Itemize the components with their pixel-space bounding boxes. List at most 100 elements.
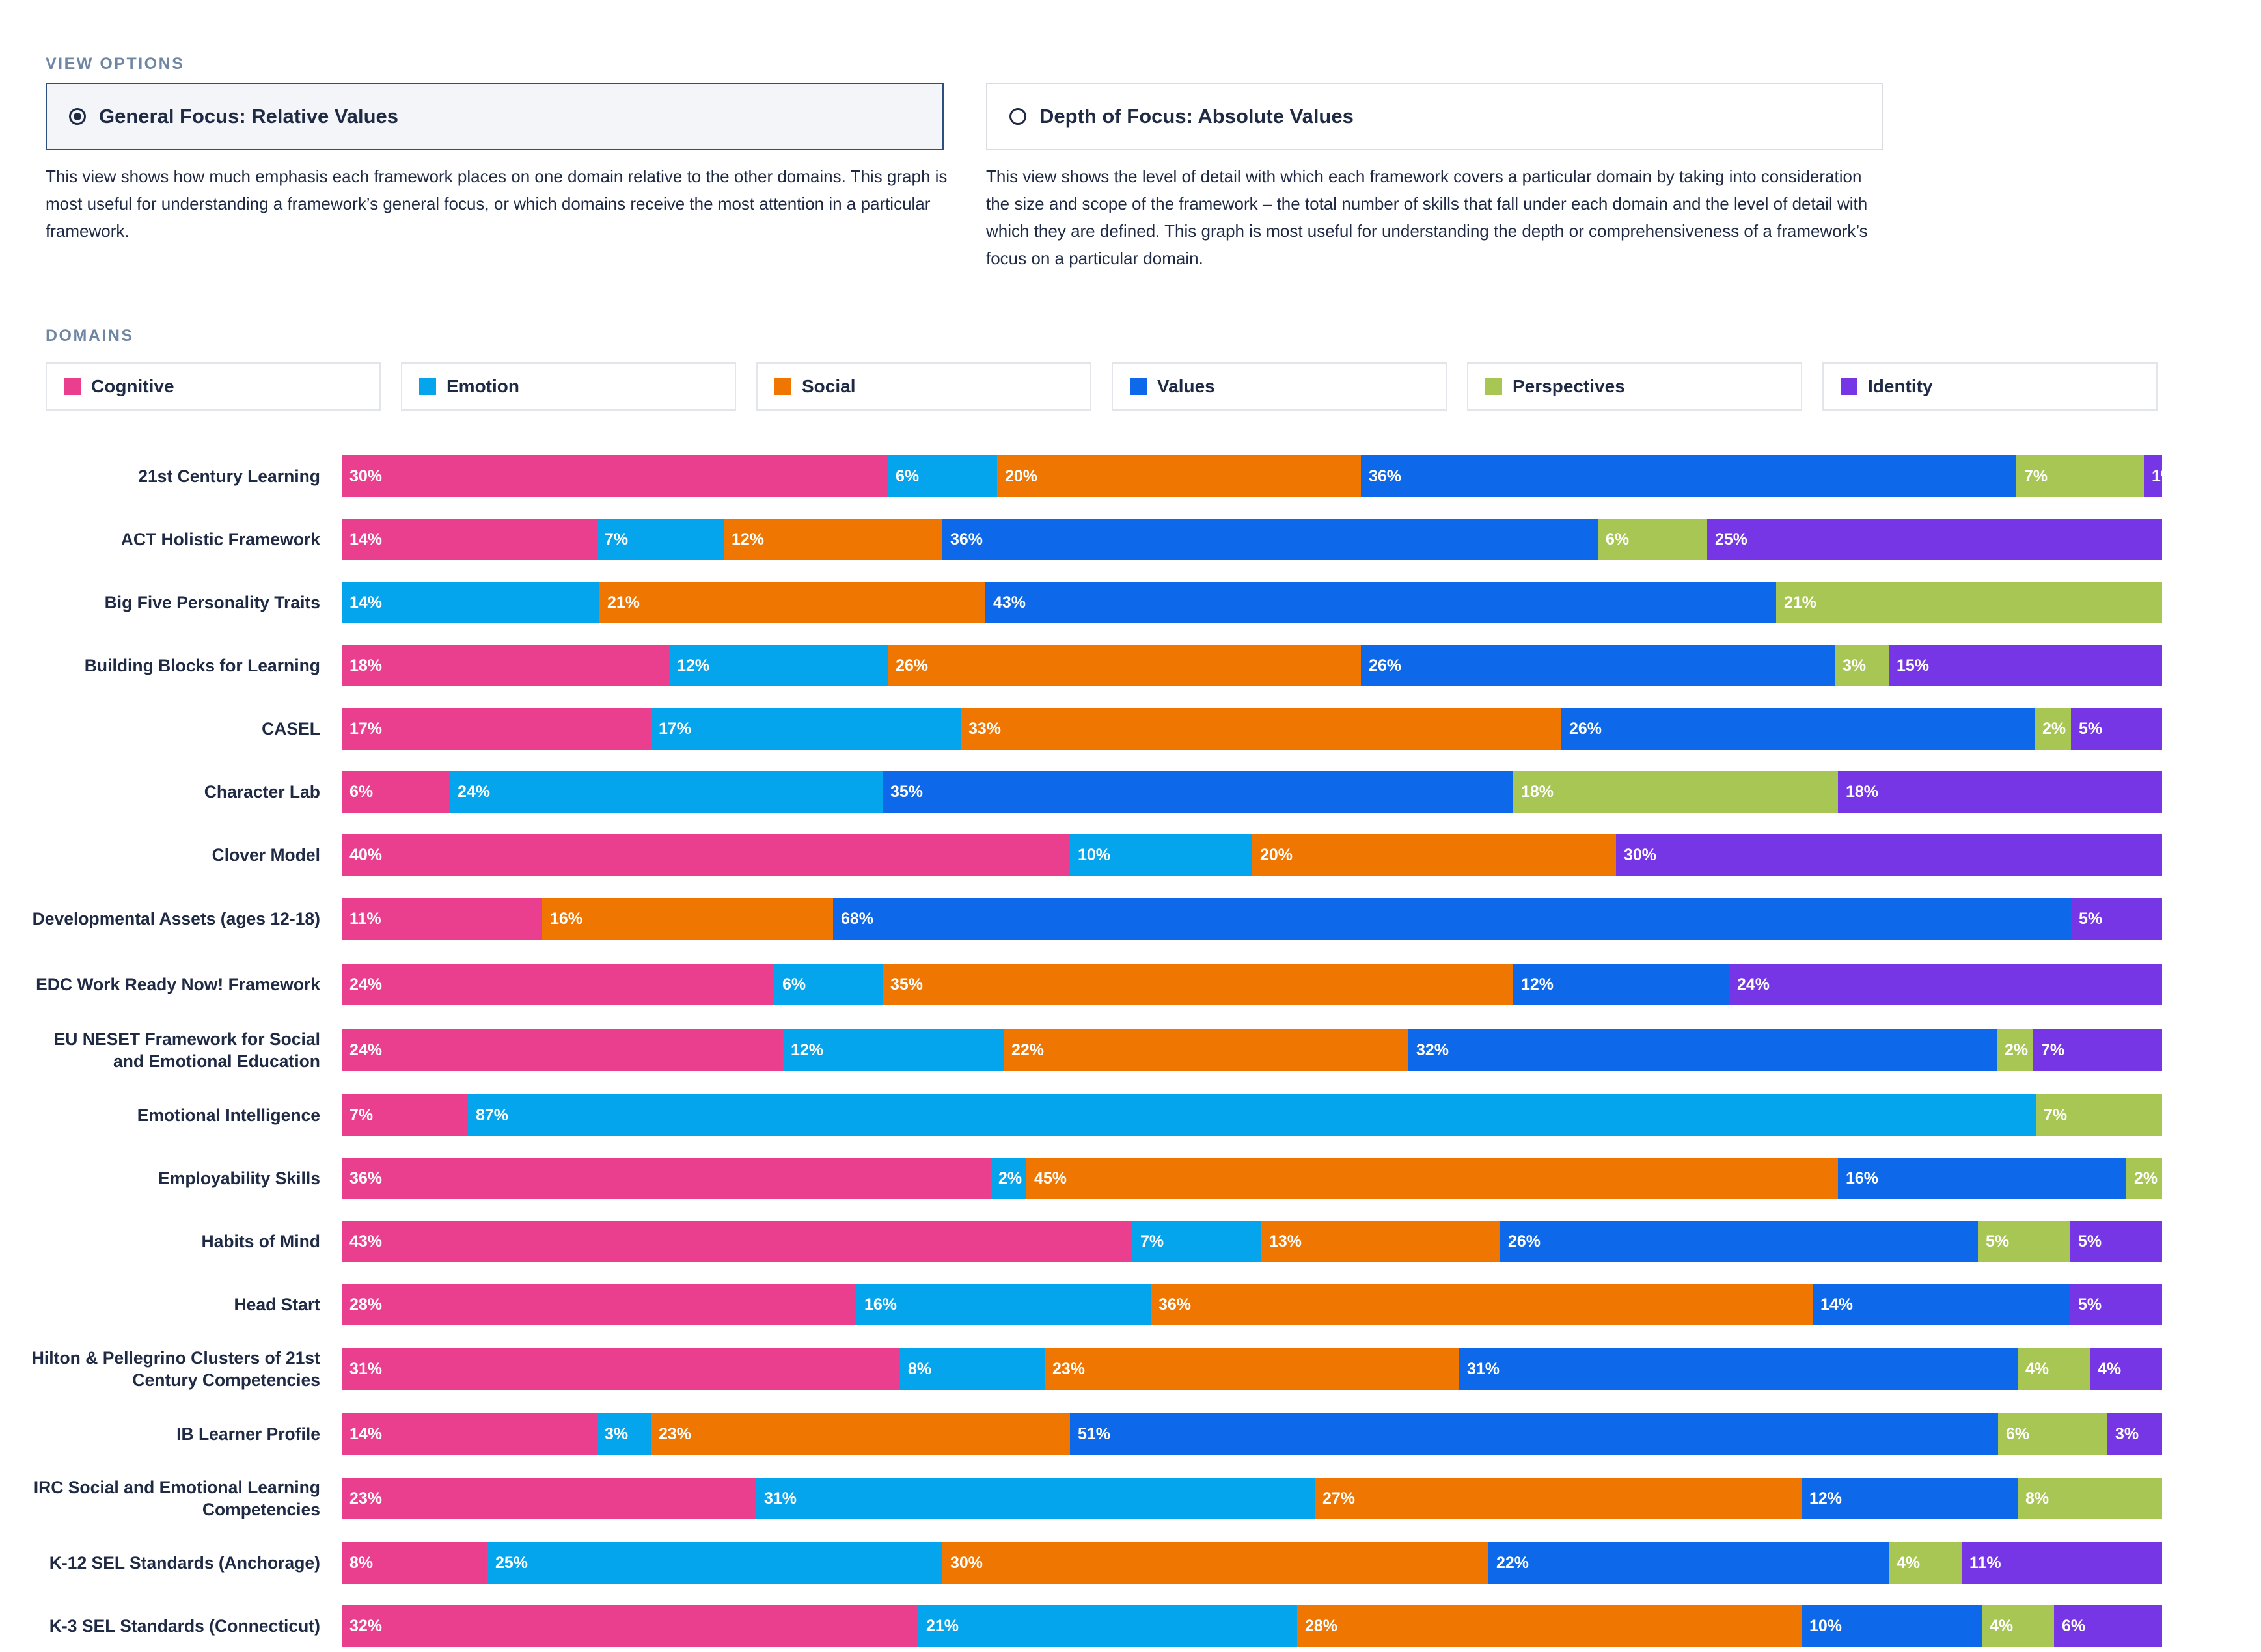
bar-segment-emotion[interactable]: 8% (900, 1348, 1045, 1390)
bar-segment-emotion[interactable]: 6% (888, 455, 997, 497)
bar-segment-emotion[interactable]: 25% (487, 1542, 942, 1584)
bar-segment-values[interactable]: 22% (1488, 1542, 1889, 1584)
bar-segment-cognitive[interactable]: 14% (342, 519, 597, 560)
bar-segment-cognitive[interactable]: 32% (342, 1605, 918, 1647)
bar-segment-values[interactable]: 14% (1813, 1284, 2070, 1325)
bar-segment-identity[interactable]: 18% (1838, 771, 2162, 813)
bar-segment-cognitive[interactable]: 28% (342, 1284, 856, 1325)
bar-segment-values[interactable]: 36% (942, 519, 1598, 560)
bar-segment-cognitive[interactable]: 18% (342, 645, 669, 686)
bar-segment-values[interactable]: 26% (1500, 1221, 1978, 1262)
bar-segment-social[interactable]: 12% (724, 519, 942, 560)
bar-segment-social[interactable]: 20% (1252, 834, 1616, 876)
bar-segment-identity[interactable]: 5% (2070, 1221, 2162, 1262)
bar-segment-cognitive[interactable]: 6% (342, 771, 450, 813)
bar-segment-cognitive[interactable]: 17% (342, 708, 651, 750)
bar-segment-perspectives[interactable]: 21% (1776, 582, 2162, 623)
bar-segment-values[interactable]: 26% (1561, 708, 2035, 750)
bar-segment-cognitive[interactable]: 7% (342, 1094, 468, 1136)
bar-segment-cognitive[interactable]: 24% (342, 1029, 783, 1071)
bar-segment-social[interactable]: 22% (1004, 1029, 1408, 1071)
legend-social[interactable]: Social (756, 362, 1091, 411)
legend-identity[interactable]: Identity (1822, 362, 2158, 411)
bar-segment-social[interactable]: 23% (651, 1413, 1070, 1455)
bar-segment-emotion[interactable]: 31% (756, 1478, 1315, 1519)
bar-segment-emotion[interactable]: 12% (669, 645, 888, 686)
bar-segment-social[interactable]: 26% (888, 645, 1361, 686)
bar-segment-identity[interactable]: 30% (1616, 834, 2162, 876)
bar-segment-cognitive[interactable]: 40% (342, 834, 1070, 876)
bar-segment-emotion[interactable]: 7% (1132, 1221, 1261, 1262)
legend-cognitive[interactable]: Cognitive (46, 362, 381, 411)
bar-segment-values[interactable]: 32% (1408, 1029, 1997, 1071)
bar-segment-values[interactable]: 68% (833, 898, 2071, 940)
legend-perspectives[interactable]: Perspectives (1467, 362, 1802, 411)
bar-segment-perspectives[interactable]: 5% (1978, 1221, 2070, 1262)
bar-segment-values[interactable]: 51% (1070, 1413, 1998, 1455)
bar-segment-perspectives[interactable]: 7% (2036, 1094, 2162, 1136)
bar-segment-cognitive[interactable]: 36% (342, 1158, 991, 1199)
bar-segment-perspectives[interactable]: 2% (2035, 708, 2071, 750)
bar-segment-emotion[interactable]: 6% (774, 964, 883, 1005)
general-focus-radio[interactable] (69, 108, 86, 125)
bar-segment-identity[interactable]: 24% (1729, 964, 2162, 1005)
bar-segment-values[interactable]: 12% (1802, 1478, 2018, 1519)
bar-segment-emotion[interactable]: 16% (856, 1284, 1151, 1325)
bar-segment-emotion[interactable]: 2% (991, 1158, 1026, 1199)
bar-segment-emotion[interactable]: 7% (597, 519, 724, 560)
bar-segment-cognitive[interactable]: 24% (342, 964, 774, 1005)
bar-segment-values[interactable]: 31% (1459, 1348, 2018, 1390)
bar-segment-emotion[interactable]: 17% (651, 708, 961, 750)
bar-segment-cognitive[interactable]: 14% (342, 1413, 597, 1455)
bar-segment-social[interactable]: 21% (599, 582, 985, 623)
bar-segment-social[interactable]: 20% (997, 455, 1361, 497)
bar-segment-identity[interactable]: 1% (2144, 455, 2162, 497)
bar-segment-perspectives[interactable]: 6% (1598, 519, 1707, 560)
depth-focus-option[interactable]: Depth of Focus: Absolute Values (986, 83, 1883, 150)
bar-segment-values[interactable]: 10% (1802, 1605, 1982, 1647)
bar-segment-values[interactable]: 35% (883, 771, 1513, 813)
bar-segment-values[interactable]: 43% (985, 582, 1776, 623)
bar-segment-identity[interactable]: 5% (2071, 898, 2162, 940)
bar-segment-social[interactable]: 33% (961, 708, 1561, 750)
bar-segment-social[interactable]: 30% (942, 1542, 1488, 1584)
bar-segment-cognitive[interactable]: 23% (342, 1478, 756, 1519)
bar-segment-values[interactable]: 36% (1361, 455, 2016, 497)
bar-segment-social[interactable]: 28% (1297, 1605, 1802, 1647)
bar-segment-emotion[interactable]: 21% (918, 1605, 1297, 1647)
bar-segment-emotion[interactable]: 87% (468, 1094, 2036, 1136)
bar-segment-perspectives[interactable]: 4% (2018, 1348, 2090, 1390)
bar-segment-identity[interactable]: 11% (1962, 1542, 2162, 1584)
bar-segment-cognitive[interactable]: 30% (342, 455, 888, 497)
bar-segment-social[interactable]: 23% (1045, 1348, 1459, 1390)
bar-segment-perspectives[interactable]: 4% (1982, 1605, 2054, 1647)
bar-segment-social[interactable]: 36% (1151, 1284, 1813, 1325)
bar-segment-emotion[interactable]: 10% (1070, 834, 1252, 876)
bar-segment-social[interactable]: 45% (1026, 1158, 1838, 1199)
bar-segment-perspectives[interactable]: 8% (2018, 1478, 2162, 1519)
bar-segment-perspectives[interactable]: 6% (1998, 1413, 2107, 1455)
general-focus-option[interactable]: General Focus: Relative Values (46, 83, 944, 150)
legend-emotion[interactable]: Emotion (401, 362, 736, 411)
bar-segment-perspectives[interactable]: 4% (1889, 1542, 1962, 1584)
bar-segment-emotion[interactable]: 3% (597, 1413, 651, 1455)
bar-segment-values[interactable]: 16% (1838, 1158, 2126, 1199)
bar-segment-social[interactable]: 13% (1261, 1221, 1500, 1262)
bar-segment-identity[interactable]: 7% (2033, 1029, 2162, 1071)
bar-segment-perspectives[interactable]: 2% (2126, 1158, 2162, 1199)
bar-segment-identity[interactable]: 6% (2054, 1605, 2162, 1647)
bar-segment-perspectives[interactable]: 3% (1835, 645, 1889, 686)
bar-segment-emotion[interactable]: 12% (783, 1029, 1004, 1071)
bar-segment-cognitive[interactable]: 31% (342, 1348, 900, 1390)
bar-segment-identity[interactable]: 15% (1889, 645, 2162, 686)
bar-segment-emotion[interactable]: 24% (450, 771, 883, 813)
bar-segment-identity[interactable]: 5% (2070, 1284, 2162, 1325)
bar-segment-perspectives[interactable]: 7% (2016, 455, 2144, 497)
bar-segment-cognitive[interactable]: 8% (342, 1542, 487, 1584)
bar-segment-identity[interactable]: 25% (1707, 519, 2162, 560)
bar-segment-identity[interactable]: 4% (2090, 1348, 2162, 1390)
bar-segment-identity[interactable]: 3% (2107, 1413, 2162, 1455)
legend-values[interactable]: Values (1112, 362, 1447, 411)
bar-segment-social[interactable]: 27% (1315, 1478, 1802, 1519)
depth-focus-radio[interactable] (1009, 108, 1026, 125)
